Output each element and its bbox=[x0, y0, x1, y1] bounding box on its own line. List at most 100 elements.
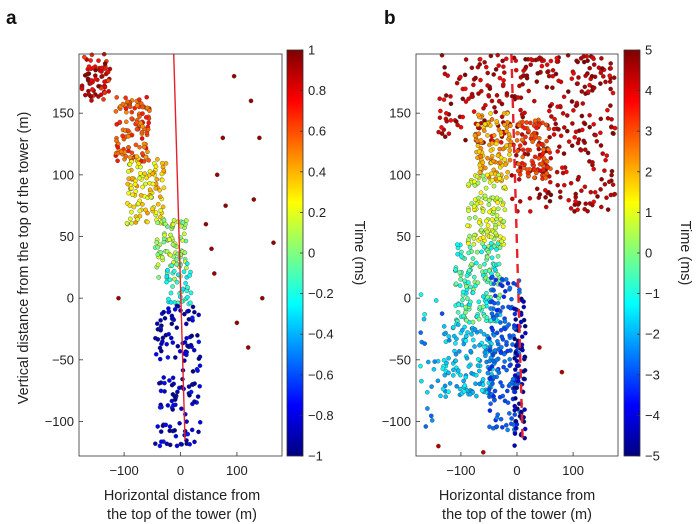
data-point bbox=[167, 424, 173, 429]
data-point bbox=[197, 420, 203, 425]
data-point bbox=[147, 187, 153, 192]
data-point bbox=[165, 403, 171, 408]
data-point bbox=[504, 91, 510, 96]
data-point bbox=[476, 131, 482, 136]
x-tick-label: 0 bbox=[177, 463, 184, 478]
panel-b-x-axis: −100 0 100 bbox=[446, 452, 584, 478]
data-point bbox=[514, 363, 520, 369]
data-point bbox=[186, 384, 192, 389]
data-point bbox=[603, 79, 608, 85]
data-point bbox=[166, 306, 171, 311]
data-point bbox=[490, 381, 495, 386]
data-point bbox=[498, 320, 503, 325]
data-point bbox=[123, 95, 128, 101]
data-point bbox=[170, 284, 175, 289]
y-tick-label: 0 bbox=[404, 291, 411, 306]
data-point bbox=[548, 155, 554, 161]
data-point bbox=[494, 330, 500, 336]
data-point bbox=[172, 428, 177, 433]
colorbar-tick-label: −5 bbox=[645, 449, 660, 464]
data-point bbox=[493, 293, 498, 299]
data-point bbox=[505, 281, 511, 286]
panel-a-colorbar-label: Time (ms) bbox=[351, 221, 367, 286]
data-point bbox=[491, 333, 497, 338]
data-point bbox=[461, 389, 467, 394]
data-point bbox=[516, 123, 522, 128]
data-point bbox=[175, 389, 180, 395]
data-point bbox=[196, 356, 202, 361]
data-point bbox=[489, 234, 494, 240]
data-point bbox=[441, 97, 447, 102]
data-point bbox=[516, 161, 521, 167]
data-point bbox=[493, 109, 498, 115]
data-point bbox=[605, 207, 611, 212]
data-point bbox=[492, 300, 497, 306]
data-point bbox=[482, 350, 488, 355]
data-point bbox=[438, 393, 443, 399]
data-point bbox=[153, 186, 158, 191]
data-point bbox=[489, 255, 495, 261]
data-point bbox=[123, 106, 129, 111]
data-point bbox=[605, 116, 611, 121]
data-point bbox=[170, 392, 176, 397]
data-point bbox=[534, 125, 539, 131]
data-point bbox=[466, 208, 471, 213]
data-point bbox=[140, 151, 145, 156]
data-point bbox=[153, 352, 159, 357]
data-point bbox=[429, 413, 434, 419]
data-point-outlier bbox=[231, 73, 237, 79]
data-point bbox=[186, 308, 191, 314]
data-point bbox=[575, 81, 580, 86]
data-point bbox=[524, 73, 530, 78]
data-point-outlier bbox=[245, 345, 251, 350]
data-point bbox=[126, 134, 131, 139]
data-point bbox=[135, 216, 140, 222]
data-point bbox=[192, 439, 197, 445]
data-point bbox=[529, 133, 535, 138]
data-point bbox=[438, 108, 443, 114]
data-point bbox=[475, 357, 481, 362]
data-point bbox=[475, 363, 481, 368]
data-point bbox=[464, 317, 469, 323]
data-point bbox=[442, 71, 448, 77]
data-point bbox=[167, 442, 173, 448]
data-point bbox=[169, 335, 174, 341]
data-point bbox=[509, 296, 514, 302]
data-point bbox=[591, 56, 596, 62]
data-point bbox=[598, 130, 603, 136]
data-point bbox=[565, 113, 570, 118]
data-point bbox=[477, 368, 482, 374]
data-point bbox=[473, 75, 478, 81]
data-point bbox=[474, 260, 479, 266]
data-point bbox=[83, 92, 88, 98]
data-point bbox=[539, 63, 545, 69]
data-point bbox=[446, 370, 451, 376]
data-point bbox=[444, 360, 449, 366]
data-point bbox=[502, 207, 508, 213]
data-point bbox=[477, 381, 482, 387]
data-point bbox=[463, 374, 469, 380]
data-point bbox=[432, 359, 437, 364]
data-point bbox=[443, 394, 448, 399]
data-point bbox=[89, 98, 94, 103]
data-point bbox=[551, 126, 557, 132]
data-point bbox=[568, 206, 574, 211]
data-point bbox=[544, 84, 550, 90]
data-point bbox=[153, 164, 159, 169]
data-point bbox=[164, 249, 170, 254]
data-point bbox=[535, 57, 541, 62]
y-tick-label: 100 bbox=[389, 167, 411, 182]
data-point bbox=[422, 312, 427, 317]
data-point bbox=[419, 378, 424, 384]
data-point bbox=[127, 162, 133, 167]
data-point bbox=[519, 160, 525, 166]
data-point bbox=[476, 316, 482, 322]
data-point bbox=[547, 108, 552, 114]
data-point bbox=[465, 223, 470, 228]
data-point bbox=[491, 394, 496, 399]
data-point bbox=[511, 306, 517, 311]
data-point-outlier bbox=[251, 197, 257, 202]
data-point bbox=[143, 115, 149, 120]
data-point bbox=[127, 203, 133, 208]
data-point bbox=[482, 128, 487, 133]
